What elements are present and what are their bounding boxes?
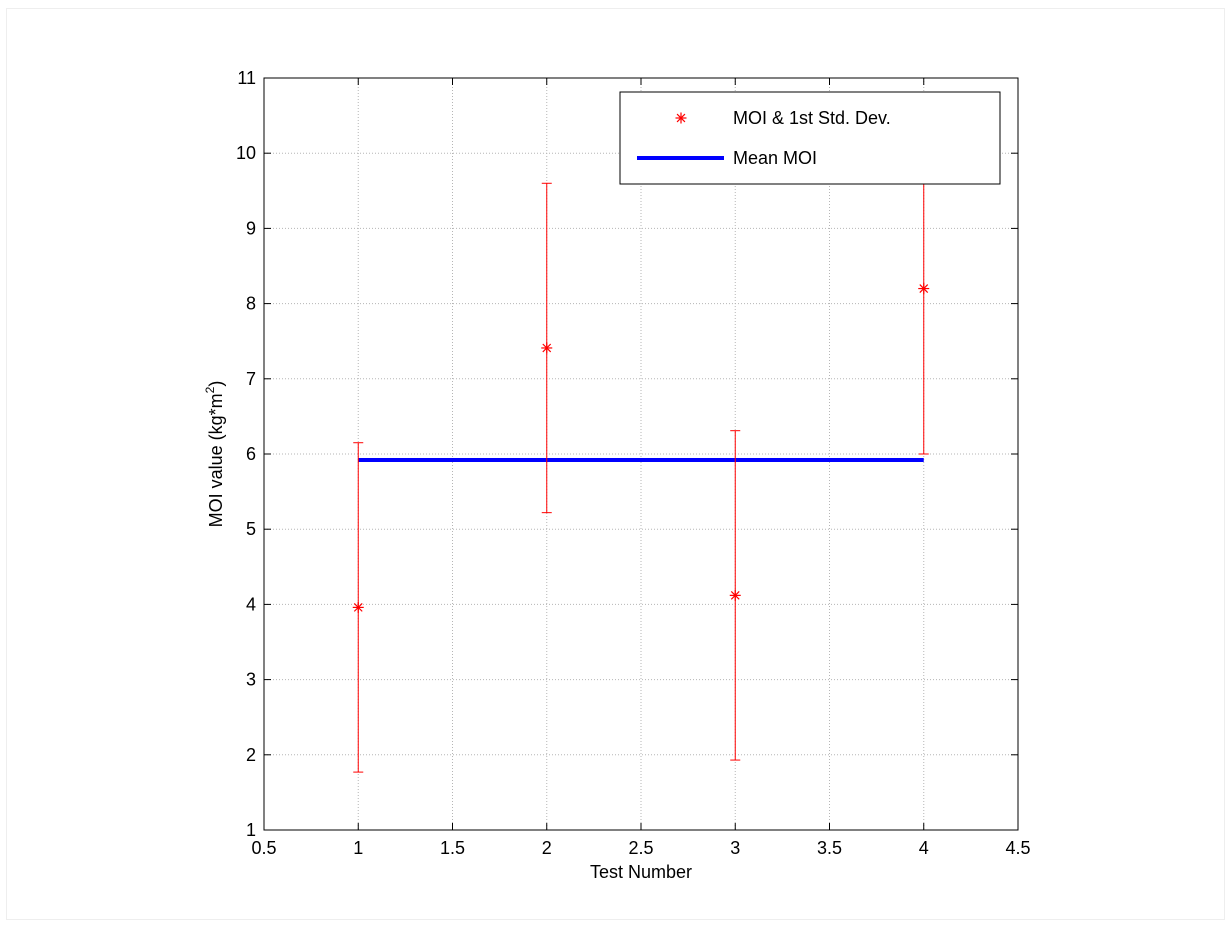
y-tick-label: 11 [237, 68, 256, 88]
y-axis-label-close: ) [206, 381, 226, 387]
y-tick-labels: 1 2 3 4 5 6 7 8 9 10 11 [236, 68, 256, 840]
y-tick-label: 7 [246, 369, 256, 389]
legend-label: Mean MOI [733, 148, 817, 168]
x-tick-label: 3.5 [817, 838, 842, 858]
x-tick-label: 3 [730, 838, 740, 858]
x-tick-label: 1 [353, 838, 363, 858]
y-tick-label: 4 [246, 594, 256, 614]
y-tick-label: 6 [246, 444, 256, 464]
x-tick-label: 4.5 [1005, 838, 1030, 858]
y-tick-label: 9 [246, 218, 256, 238]
x-tick-label: 1.5 [440, 838, 465, 858]
asterisk-stroke [919, 284, 929, 293]
x-axis-label: Test Number [590, 862, 692, 882]
axis-ticks [263, 77, 1019, 831]
legend: MOI & 1st Std. Dev. Mean MOI [619, 91, 1001, 185]
moi-errorbar-series [352, 122, 930, 773]
x-tick-label: 2 [542, 838, 552, 858]
figure-frame [6, 8, 1225, 920]
asterisk-stroke [730, 590, 740, 600]
legend-entry: MOI & 1st Std. Dev. [675, 108, 891, 128]
grid [263, 77, 1019, 831]
y-tick-label: 8 [246, 294, 256, 314]
legend-entry: Mean MOI [637, 148, 817, 168]
y-tick-label: 3 [246, 670, 256, 690]
errorbar-point [729, 430, 741, 761]
x-tick-labels: 0.5 1 1.5 2 2.5 3 3.5 4 4.5 [251, 838, 1030, 858]
y-axis-label: MOI value (kg*m2) [203, 381, 226, 528]
legend-box [619, 91, 1001, 185]
y-axis-label-superscript: 2 [203, 386, 217, 393]
legend-label: MOI & 1st Std. Dev. [733, 108, 891, 128]
y-tick-label: 1 [246, 820, 256, 840]
y-axis-label-main: MOI value (kg*m [206, 393, 226, 527]
asterisk-stroke [542, 343, 552, 353]
x-tick-label: 2.5 [628, 838, 653, 858]
y-tick-label: 5 [246, 519, 256, 539]
errorbar-point [541, 182, 553, 514]
y-tick-label: 10 [236, 143, 256, 163]
asterisk-stroke [676, 113, 686, 123]
y-tick-label: 2 [246, 745, 256, 765]
errorbar-point [352, 442, 364, 773]
asterisk-stroke [353, 603, 363, 612]
x-tick-label: 4 [919, 838, 929, 858]
x-tick-label: 0.5 [251, 838, 276, 858]
